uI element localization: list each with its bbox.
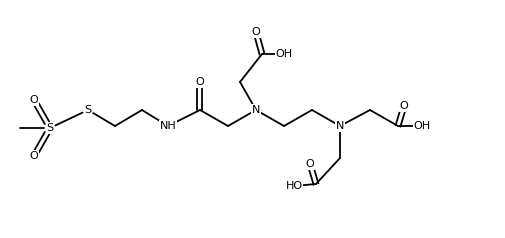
Text: O: O [305, 159, 314, 169]
Text: NH: NH [159, 121, 176, 131]
Text: O: O [30, 95, 38, 105]
Text: N: N [335, 121, 343, 131]
Text: O: O [195, 77, 204, 87]
Text: O: O [30, 151, 38, 161]
Text: OH: OH [275, 49, 292, 59]
Text: O: O [251, 27, 260, 37]
Text: O: O [399, 101, 408, 111]
Text: HO: HO [285, 181, 302, 191]
Text: N: N [251, 105, 260, 115]
Text: S: S [46, 123, 54, 133]
Text: OH: OH [413, 121, 430, 131]
Text: S: S [84, 105, 91, 115]
